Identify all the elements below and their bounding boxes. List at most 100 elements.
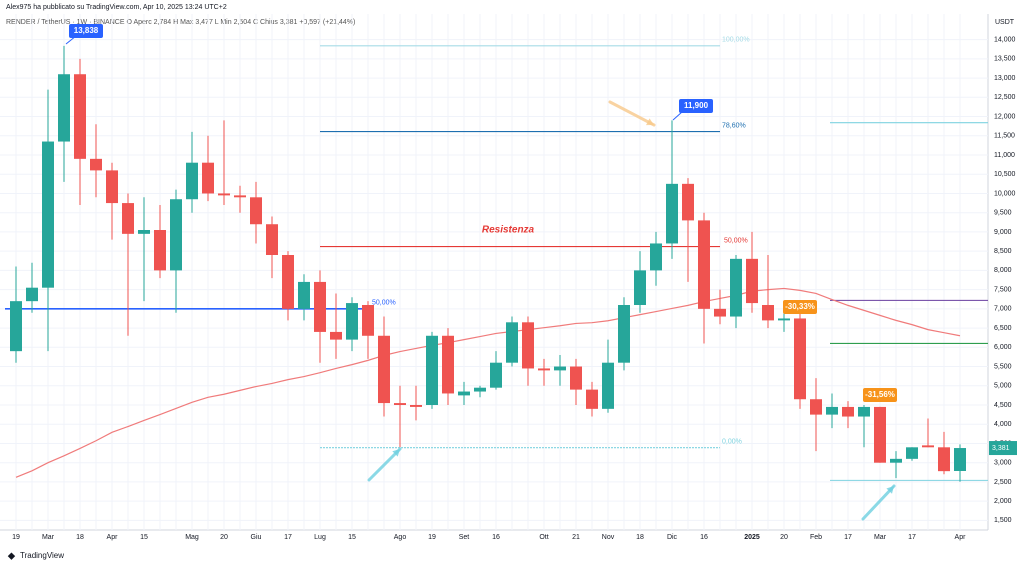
x-tick-label: 17: [284, 534, 292, 541]
candle-body: [826, 406, 838, 415]
x-tick-label: Mar: [42, 534, 55, 541]
candle-body: [890, 458, 902, 463]
candle-body: [90, 158, 102, 171]
candle-body: [378, 335, 390, 404]
drop-callout-box: [783, 300, 817, 314]
x-tick-label: Ago: [394, 534, 407, 541]
drop-callout-box: [863, 388, 897, 402]
level-label: 78,60%: [722, 122, 746, 129]
candle-body: [938, 447, 950, 472]
candle-body: [202, 162, 214, 194]
x-tick-label: 17: [908, 534, 916, 541]
candle-body: [698, 220, 710, 309]
y-tick-label: 10,000: [994, 190, 1016, 197]
candle-body: [778, 318, 790, 321]
y-tick-label: 13,000: [994, 75, 1016, 82]
candle-body: [410, 405, 422, 407]
candle-body: [314, 281, 326, 332]
y-tick-label: 8,500: [994, 248, 1012, 255]
logo-icon: ◆: [7, 550, 16, 560]
candle-body: [58, 74, 70, 142]
level-label: 50,00%: [372, 300, 396, 307]
drop-callout: -30,33%: [785, 302, 815, 311]
y-tick-label: 2,500: [994, 479, 1012, 486]
y-tick-label: 7,000: [994, 306, 1012, 313]
candle-body: [266, 224, 278, 255]
x-tick-label: 15: [140, 534, 148, 541]
high-callout: 13,838: [74, 26, 99, 35]
x-tick-label: Nov: [602, 534, 615, 541]
candle-body: [522, 322, 534, 369]
candle-body: [746, 258, 758, 304]
candle-body: [474, 387, 486, 392]
y-tick-label: 1,500: [994, 517, 1012, 524]
x-tick-label: 18: [636, 534, 644, 541]
candle-body: [922, 445, 934, 448]
candle-body: [26, 287, 38, 302]
author-line: Alex975 ha pubblicato su TradingView.com…: [6, 4, 227, 11]
level-label: 0,00%: [722, 439, 742, 446]
resistance-label: Resistenza: [482, 225, 535, 236]
candle-body: [794, 318, 806, 400]
y-tick-label: 9,000: [994, 229, 1012, 236]
candle-body: [442, 335, 454, 394]
x-tick-label: 17: [844, 534, 852, 541]
logo: TradingView: [20, 551, 64, 560]
x-tick-label: 20: [780, 534, 788, 541]
x-tick-label: Apr: [955, 534, 967, 541]
x-tick-label: 16: [700, 534, 708, 541]
candle-body: [602, 362, 614, 409]
x-tick-label: 18: [76, 534, 84, 541]
candle-body: [906, 447, 918, 459]
candle-body: [394, 403, 406, 405]
candle-body: [106, 170, 118, 204]
x-tick-label: Feb: [810, 534, 822, 541]
arrow: [608, 100, 656, 127]
arrow-head: [646, 118, 654, 126]
candle-body: [490, 362, 502, 388]
arrow: [861, 484, 896, 521]
candle-body: [538, 368, 550, 371]
candle-body: [122, 203, 134, 234]
y-tick-label: 8,000: [994, 267, 1012, 274]
y-tick-label: 6,500: [994, 325, 1012, 332]
x-tick-label: Mar: [874, 534, 887, 541]
candle-body: [10, 301, 22, 352]
high-callout-box: [69, 24, 103, 38]
candle-body: [730, 258, 742, 317]
x-tick-label: Apr: [107, 534, 119, 541]
candle-body: [666, 183, 678, 244]
candle-body: [346, 303, 358, 340]
dec-callout-box: [679, 99, 713, 113]
candle-body: [74, 74, 86, 159]
x-tick-label: Mag: [185, 534, 199, 541]
drop-callout: -31,56%: [865, 390, 895, 399]
x-tick-label: Set: [459, 534, 470, 541]
x-tick-label: Giu: [251, 534, 262, 541]
candle-body: [298, 281, 310, 309]
callout-pointer: [65, 35, 77, 45]
x-tick-label: 15: [348, 534, 356, 541]
x-tick-label: 2025: [744, 534, 760, 541]
candle-body: [858, 406, 870, 417]
candle-body: [506, 322, 518, 363]
candle-body: [954, 448, 966, 471]
candle-body: [874, 406, 886, 463]
candle-body: [586, 389, 598, 409]
candle-body: [634, 270, 646, 305]
arrow: [367, 447, 402, 482]
y-tick-label: 4,500: [994, 402, 1012, 409]
y-tick-label: 13,500: [994, 56, 1016, 63]
candle-body: [234, 195, 246, 198]
y-tick-label: 3,000: [994, 460, 1012, 467]
y-tick-label: 10,500: [994, 171, 1016, 178]
candle-body: [762, 305, 774, 321]
y-tick-label: 5,500: [994, 363, 1012, 370]
candle-body: [218, 193, 230, 196]
candle-body: [810, 399, 822, 415]
y-tick-label: 12,500: [994, 94, 1016, 101]
candle-body: [554, 366, 566, 371]
candle-body: [618, 305, 630, 363]
y-tick-label: 2,000: [994, 498, 1012, 505]
x-tick-label: 21: [572, 534, 580, 541]
